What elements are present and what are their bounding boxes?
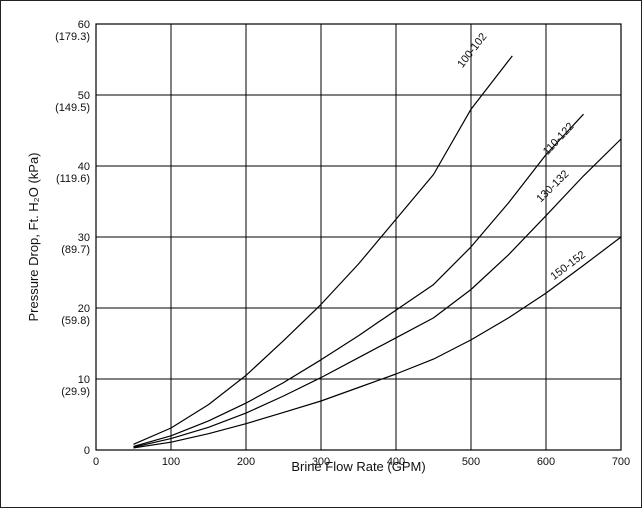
x-tick-label: 700	[612, 456, 630, 468]
y-tick-label: 30	[78, 232, 90, 244]
y-tick-sublabel: (29.9)	[61, 386, 90, 398]
y-tick-label: 0	[84, 445, 90, 457]
series-line-100-102	[133, 55, 513, 445]
x-tick-label: 100	[162, 456, 180, 468]
series-line-110-122	[133, 113, 584, 447]
series-line-130-132	[133, 138, 622, 448]
y-tick-label: 20	[78, 303, 90, 315]
x-tick-label: 500	[462, 456, 480, 468]
y-tick-sublabel: (149.5)	[55, 102, 90, 114]
y-tick-label: 40	[78, 161, 90, 173]
x-tick-label: 0	[93, 456, 99, 468]
y-tick-label: 60	[78, 19, 90, 31]
y-tick-sublabel: (179.3)	[55, 31, 90, 43]
x-tick-label: 600	[537, 456, 555, 468]
y-tick-labels: 0 10(29.9) 20(59.8) 30(89.7) 40(119.6) 50(149…	[55, 19, 90, 457]
x-tick-labels: 0 100 200 300 400 500 600 700	[93, 456, 630, 468]
series-line-150-152	[133, 236, 622, 449]
x-tick-label: 200	[237, 456, 255, 468]
y-axis-title: Pressure Drop, Ft. H₂O (kPa)	[26, 152, 41, 321]
y-tick-label: 10	[78, 374, 90, 386]
x-tick-label: 300	[312, 456, 330, 468]
y-tick-sublabel: (89.7)	[61, 244, 90, 256]
y-tick-sublabel: (59.8)	[61, 315, 90, 327]
y-tick-sublabel: (119.6)	[56, 173, 90, 185]
x-axis-title: Brine Flow Rate (GPM)	[291, 459, 425, 474]
y-tick-label: 50	[78, 90, 90, 102]
x-tick-label: 400	[387, 456, 405, 468]
